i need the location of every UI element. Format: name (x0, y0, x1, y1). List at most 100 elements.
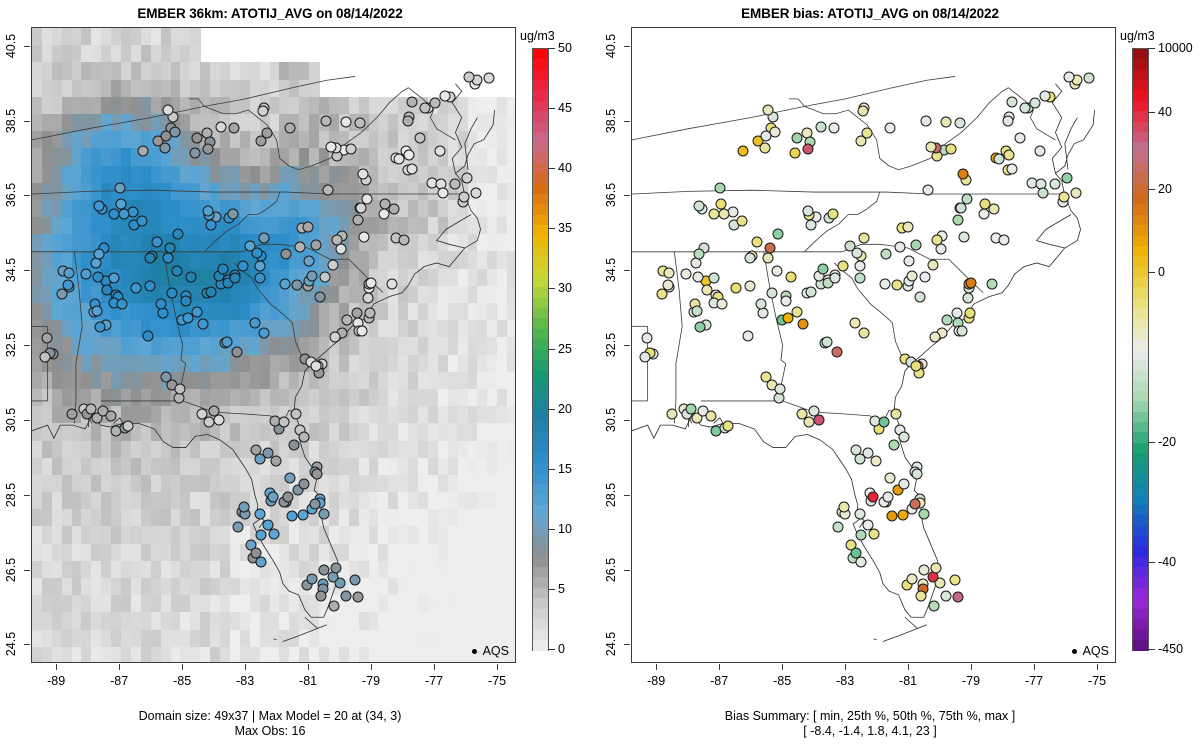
raster-cell (51, 217, 63, 235)
raster-cell (220, 612, 231, 631)
raster-cell (269, 79, 281, 98)
raster-cell (150, 457, 162, 476)
raster-cell (378, 423, 389, 442)
raster-cell (229, 182, 241, 201)
raster-cell (487, 320, 498, 338)
aqs-bias-point (956, 325, 968, 337)
raster-cell (111, 234, 122, 253)
raster-cell (210, 543, 221, 562)
aqs-bias-point (845, 539, 857, 551)
raster-cell (348, 234, 360, 253)
raster-cell (289, 423, 300, 442)
raster-cell (41, 45, 53, 63)
raster-cell (457, 612, 469, 631)
raster-cell (160, 182, 172, 201)
colorbar-tick (1148, 561, 1155, 563)
raster-cell (160, 268, 172, 287)
raster-cell (71, 320, 83, 338)
raster-cell (130, 509, 142, 528)
raster-cell (497, 509, 508, 528)
raster-cell (319, 474, 330, 493)
raster-cell (91, 371, 102, 390)
colorbar-units: ug/m3 (1120, 29, 1155, 43)
raster-cell (487, 131, 498, 149)
aqs-monitor-point (164, 242, 176, 253)
raster-cell (170, 62, 182, 81)
raster-cell (121, 354, 132, 373)
aqs-monitor-point (114, 182, 126, 194)
raster-cell (51, 320, 63, 338)
raster-cell (229, 388, 241, 407)
raster-cell (507, 96, 515, 115)
raster-cell (487, 199, 498, 218)
raster-cell (447, 560, 459, 579)
raster-cell (348, 457, 360, 476)
raster-cell (348, 492, 360, 510)
raster-cell (130, 595, 142, 614)
raster-cell (190, 560, 201, 579)
raster-cell (160, 474, 172, 493)
aqs-bias-point (1029, 97, 1041, 109)
raster-cell (91, 474, 102, 493)
colorbar-segment (1133, 463, 1148, 475)
raster-cell (150, 492, 162, 510)
colorbar-tick-label: 10 (558, 521, 572, 536)
aqs-monitor-point (330, 562, 342, 574)
raster-cell (170, 474, 182, 493)
raster-cell (487, 337, 498, 356)
raster-cell (259, 423, 271, 442)
raster-cell (220, 474, 231, 493)
raster-cell (427, 217, 439, 235)
raster-cell (249, 423, 261, 442)
x-axis-tick (56, 664, 58, 670)
raster-cell (71, 388, 83, 407)
raster-cell (437, 578, 449, 596)
aqs-bias-point (922, 184, 934, 195)
raster-cell (319, 457, 330, 476)
aqs-monitor-point (309, 498, 321, 510)
colorbar-segment (533, 276, 548, 288)
colorbar-segment (1133, 256, 1148, 268)
raster-cell (279, 578, 290, 596)
aqs-monitor-point (270, 455, 282, 467)
raster-cell (140, 320, 152, 338)
raster-cell (427, 285, 439, 304)
raster-cell (467, 371, 478, 390)
raster-cell (507, 457, 515, 476)
raster-cell (279, 131, 290, 149)
raster-cell (121, 543, 132, 562)
raster-cell (41, 251, 53, 270)
raster-cell (111, 28, 122, 46)
raster-cell (427, 406, 439, 424)
raster-cell (477, 646, 488, 662)
colorbar-segment (1133, 504, 1148, 516)
y-axis-tick (624, 419, 630, 421)
raster-cell (121, 388, 132, 407)
raster-cell (507, 199, 515, 218)
raster-cell (229, 371, 241, 390)
raster-cell (299, 457, 310, 476)
raster-cell (121, 285, 132, 304)
raster-cell (51, 131, 63, 149)
raster-cell (408, 148, 419, 167)
raster-cell (418, 612, 429, 631)
raster-cell (170, 612, 182, 631)
raster-cell (447, 285, 459, 304)
raster-cell (368, 629, 379, 648)
raster-cell (180, 423, 191, 442)
raster-cell (111, 148, 122, 167)
aqs-monitor-point (278, 416, 290, 428)
raster-cell (358, 406, 370, 424)
raster-cell (101, 165, 112, 184)
aqs-monitor-point (414, 132, 426, 144)
raster-cell (32, 354, 43, 373)
raster-cell (507, 165, 515, 184)
raster-cell (378, 595, 389, 614)
raster-cell (61, 131, 73, 149)
raster-cell (160, 28, 172, 46)
aqs-monitor-point (345, 143, 357, 155)
raster-cell (180, 337, 191, 356)
raster-cell (170, 251, 182, 270)
colorbar-segment (533, 442, 548, 454)
colorbar-segment (533, 297, 548, 309)
